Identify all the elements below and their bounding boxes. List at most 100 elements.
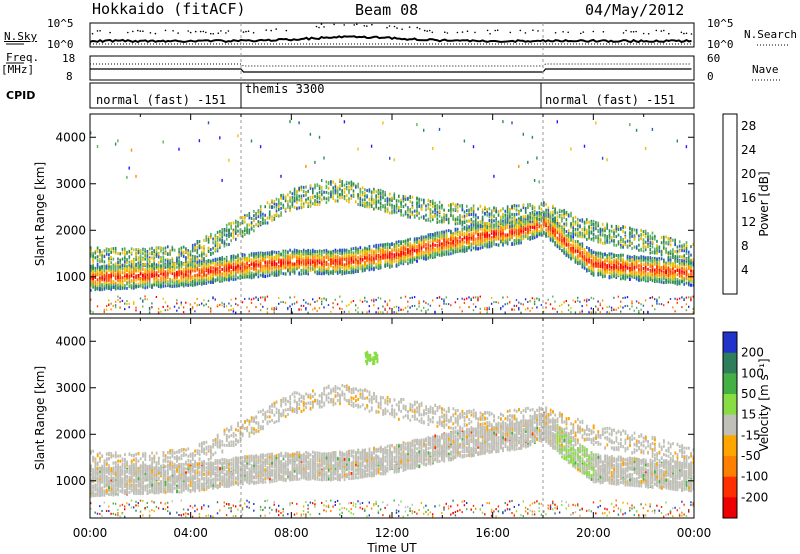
- power-cell: [244, 262, 246, 266]
- power-cell: [246, 226, 248, 230]
- power-cell: [255, 272, 257, 276]
- power-cell: [214, 273, 217, 277]
- power-cell: [364, 251, 366, 255]
- power-cell: [160, 260, 162, 264]
- power-cell: [164, 246, 167, 250]
- power-cell: [244, 253, 246, 257]
- power-cell: [273, 311, 275, 314]
- power-cell: [278, 260, 280, 264]
- power-cell: [434, 254, 436, 258]
- power-cell: [323, 250, 325, 254]
- power-cell: [96, 287, 99, 291]
- power-cell: [438, 234, 441, 238]
- power-cell: [318, 135, 321, 139]
- power-cell: [264, 257, 266, 261]
- power-cell: [90, 281, 92, 285]
- power-cell: [117, 272, 119, 276]
- power-cell: [268, 260, 271, 264]
- power-cell: [216, 263, 219, 267]
- power-cell: [416, 205, 418, 209]
- power-cell: [112, 271, 115, 274]
- power-cell: [148, 271, 151, 275]
- power-cell: [420, 246, 423, 250]
- power-cell: [117, 252, 119, 255]
- power-cell: [364, 254, 366, 258]
- power-cell: [404, 255, 407, 259]
- power-cell: [121, 276, 124, 280]
- power-cell: [343, 248, 346, 252]
- power-cell: [194, 302, 196, 305]
- power-cell: [137, 285, 140, 288]
- power-cell: [148, 263, 151, 267]
- power-cell: [456, 215, 459, 219]
- power-cell: [219, 272, 221, 276]
- nsearch-point: [210, 32, 212, 35]
- power-cell: [298, 206, 300, 210]
- power-cell: [314, 183, 316, 187]
- power-cell: [386, 210, 389, 214]
- power-cell: [456, 248, 459, 252]
- power-cell: [318, 202, 321, 206]
- power-cell: [441, 216, 443, 220]
- power-cell: [459, 249, 461, 253]
- power-cell: [293, 206, 296, 209]
- power-cell: [366, 189, 368, 193]
- power-cell: [221, 240, 223, 244]
- power-cell: [103, 282, 106, 285]
- power-cell: [210, 307, 212, 310]
- power-cell: [475, 229, 477, 233]
- power-cell: [169, 252, 171, 256]
- power-cell: [225, 233, 228, 237]
- power-cell: [92, 283, 94, 287]
- power-cell: [393, 245, 396, 249]
- power-cell: [400, 213, 402, 217]
- power-cell: [137, 282, 140, 286]
- power-cell: [384, 308, 386, 311]
- power-cell: [382, 190, 384, 194]
- power-cell: [139, 249, 142, 253]
- power-cell: [235, 221, 237, 225]
- power-cell: [273, 256, 276, 259]
- power-cell: [94, 287, 97, 291]
- power-cell: [472, 233, 475, 237]
- power-cell: [257, 262, 260, 266]
- power-cell: [393, 254, 396, 258]
- power-cell: [90, 277, 92, 281]
- power-cell: [445, 243, 448, 247]
- power-cell: [139, 255, 142, 259]
- nsearch-point: [393, 25, 396, 28]
- power-cell: [345, 257, 348, 261]
- power-cell: [373, 257, 375, 261]
- power-cell: [151, 274, 153, 278]
- power-cell: [341, 189, 343, 193]
- power-cell: [142, 267, 144, 271]
- power-cell: [436, 213, 439, 217]
- power-cell: [300, 304, 302, 307]
- power-cell: [144, 257, 146, 261]
- power-cell: [305, 256, 307, 260]
- power-cell: [384, 300, 386, 303]
- power-cell: [250, 253, 253, 257]
- power-cell: [436, 248, 439, 252]
- power-cell: [355, 270, 357, 274]
- power-cell: [148, 311, 151, 314]
- power-cell: [327, 253, 330, 257]
- nsearch-point: [353, 24, 356, 26]
- power-cell: [216, 247, 219, 251]
- power-cell: [466, 224, 468, 228]
- power-cell: [370, 263, 373, 267]
- power-cell: [278, 302, 280, 305]
- power-cell: [355, 309, 357, 312]
- power-cell: [463, 298, 466, 301]
- power-cell: [167, 263, 169, 267]
- power-cell: [370, 144, 373, 148]
- power-cell: [144, 280, 146, 284]
- power-cell: [407, 248, 409, 252]
- power-cell: [289, 272, 291, 276]
- power-cell: [413, 296, 416, 299]
- power-cell: [253, 262, 255, 266]
- nsearch-point: [91, 32, 94, 35]
- power-cell: [336, 191, 339, 195]
- power-cell: [221, 235, 223, 239]
- power-cell: [201, 253, 203, 257]
